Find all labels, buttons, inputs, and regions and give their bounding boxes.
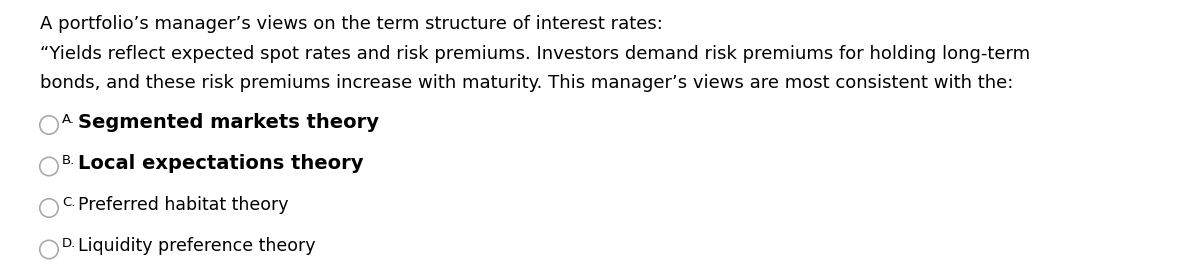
Text: A portfolio’s manager’s views on the term structure of interest rates:: A portfolio’s manager’s views on the ter…	[40, 15, 662, 33]
Text: C.: C.	[62, 196, 76, 209]
Point	[40, 206, 59, 210]
Text: Preferred habitat theory: Preferred habitat theory	[78, 196, 288, 214]
Point	[40, 164, 59, 169]
Text: Liquidity preference theory: Liquidity preference theory	[78, 238, 316, 256]
Text: Segmented markets theory: Segmented markets theory	[78, 113, 379, 132]
Text: “Yields reflect expected spot rates and risk premiums. Investors demand risk pre: “Yields reflect expected spot rates and …	[40, 45, 1030, 63]
Text: bonds, and these risk premiums increase with maturity. This manager’s views are : bonds, and these risk premiums increase …	[40, 74, 1013, 92]
Text: Local expectations theory: Local expectations theory	[78, 154, 364, 173]
Text: D.: D.	[62, 238, 77, 251]
Point	[40, 123, 59, 127]
Text: A.: A.	[62, 113, 74, 126]
Point	[40, 247, 59, 252]
Text: B.: B.	[62, 154, 76, 167]
